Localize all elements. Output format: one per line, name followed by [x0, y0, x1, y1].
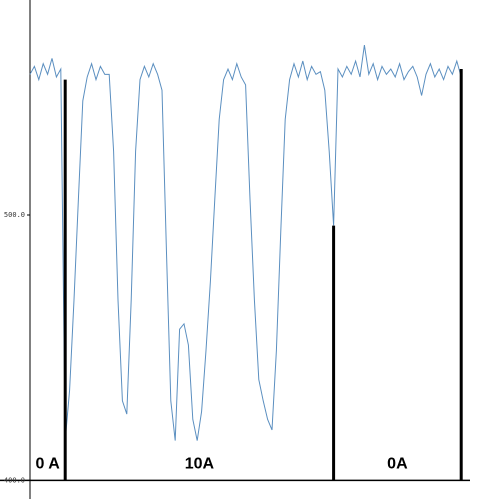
- region-label: 0A: [387, 456, 408, 473]
- y-tick-label: 500.0: [4, 211, 25, 219]
- y-tick-label: 400.0: [4, 476, 25, 484]
- region-label: 0 A: [35, 456, 60, 473]
- line-series: [29, 45, 462, 441]
- region-label: 10A: [185, 456, 215, 473]
